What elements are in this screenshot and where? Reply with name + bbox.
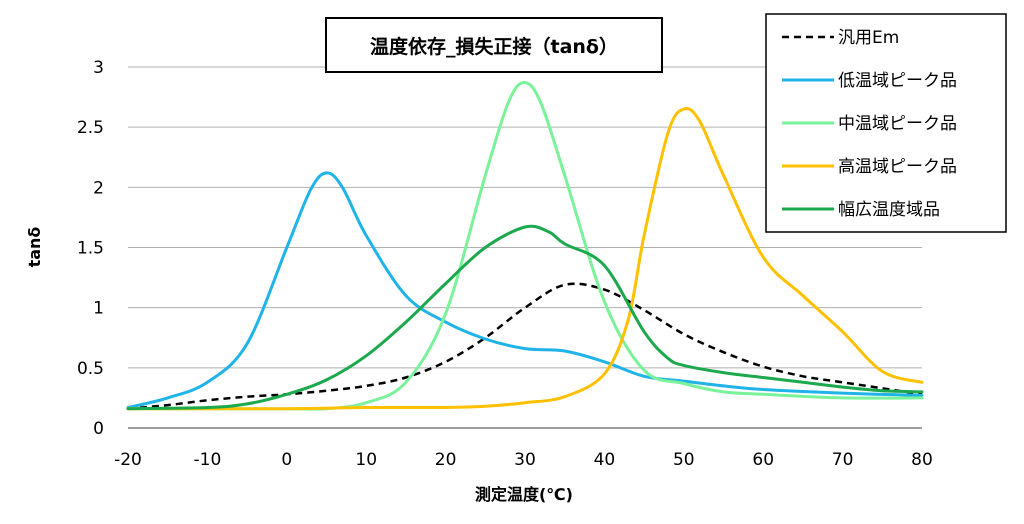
chart-title: 温度依存_損失正接（tanδ） xyxy=(370,35,618,58)
y-tick-label: 2.5 xyxy=(77,118,104,138)
x-tick-label: -20 xyxy=(114,450,142,470)
legend-label: 中温域ピーク品 xyxy=(838,114,957,134)
y-tick-label: 2 xyxy=(93,178,104,198)
y-tick-label: 0.5 xyxy=(77,359,104,379)
grid-lines xyxy=(128,66,922,429)
legend-label: 低温域ピーク品 xyxy=(838,71,957,91)
x-tick-label: 10 xyxy=(355,450,377,470)
y-tick-labels: 0 0.5 1 1.5 2 2.5 3 xyxy=(77,58,104,439)
y-tick-label: 1.5 xyxy=(77,239,104,259)
series-line-4 xyxy=(126,224,924,411)
series-line-0 xyxy=(127,282,923,410)
y-axis-title: tanδ xyxy=(25,227,44,268)
x-tick-label: 40 xyxy=(594,450,616,470)
x-tick-label: 20 xyxy=(435,450,457,470)
x-axis-title: 測定温度(℃) xyxy=(475,485,573,504)
x-tick-label: 50 xyxy=(673,450,695,470)
legend-label: 汎用Em xyxy=(838,28,899,48)
y-tick-label: 1 xyxy=(93,299,104,319)
series-line-3 xyxy=(126,107,924,411)
chart-title-box: 温度依存_損失正接（tanδ） xyxy=(325,17,663,73)
y-tick-label: 3 xyxy=(93,58,104,78)
x-tick-label: 70 xyxy=(832,450,854,470)
x-tick-label: 0 xyxy=(281,450,292,470)
x-tick-label: -10 xyxy=(194,450,222,470)
x-tick-labels: -20 -10 0 10 20 30 40 50 60 70 80 xyxy=(114,450,933,470)
x-tick-label: 30 xyxy=(514,450,536,470)
x-tick-label: 80 xyxy=(911,450,933,470)
legend-label: 高温域ピーク品 xyxy=(838,157,957,177)
series-line-1 xyxy=(126,171,924,409)
x-tick-label: 60 xyxy=(752,450,774,470)
y-tick-label: 0 xyxy=(93,419,104,439)
series-lines xyxy=(126,81,924,411)
legend-label: 幅広温度域品 xyxy=(838,200,940,220)
